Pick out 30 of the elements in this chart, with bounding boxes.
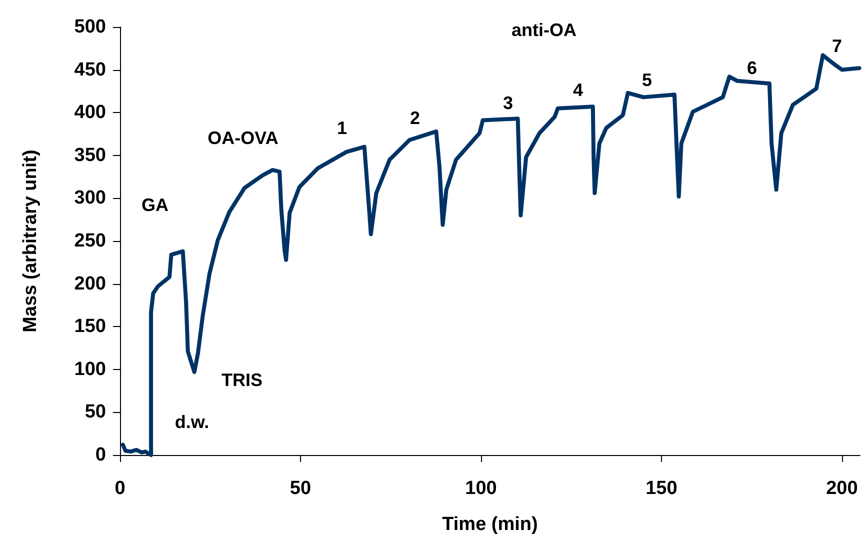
x-tick-label: 200 [826,478,858,499]
y-tick-label: 450 [74,59,106,80]
y-axis-title: Mass (arbitrary unit) [20,150,41,332]
y-tick-label: 200 [74,273,106,294]
y-tick-label: 500 [74,16,106,38]
annotation: 2 [410,108,420,128]
annotation: 1 [336,118,348,138]
annotation: d.w. [174,412,210,432]
y-tick-label: 400 [74,102,106,124]
x-axis-title: Time (min) [442,514,538,535]
y-tick-label: 100 [74,358,106,380]
x-tick-label: 100 [465,478,497,499]
annotation: 4 [572,80,584,100]
y-tick-label: 150 [74,316,106,338]
y-tick-label: 250 [74,230,106,252]
annotation: OA-OVA [208,128,278,148]
annotation: 7 [832,36,842,56]
y-tick-label: 300 [74,188,106,209]
y-tick-label: 0 [95,444,106,466]
annotation: GA [142,195,168,215]
y-tick-label: 350 [74,144,106,166]
annotation: anti-OA [512,20,576,40]
x-tick-label: 150 [646,478,678,499]
annotation: TRIS [221,370,263,390]
x-tick-label: 0 [114,478,126,499]
annotation: 3 [502,93,514,113]
annotation: 6 [746,58,758,78]
x-tick-label: 50 [290,478,312,499]
annotation: 5 [642,70,652,90]
y-tick-label: 50 [84,402,106,423]
